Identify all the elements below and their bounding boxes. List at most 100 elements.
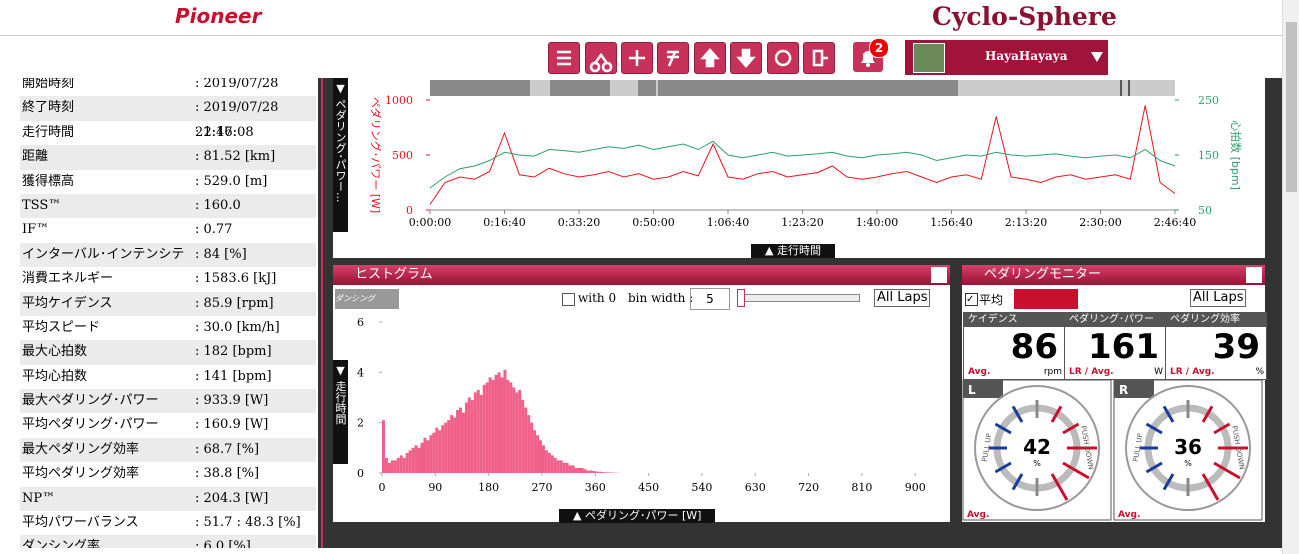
metric-value: 39 [1212,327,1260,367]
tool-button[interactable] [803,42,835,74]
metric-unit: % [1255,367,1264,377]
summary-value: : 204.3 [W] [195,490,269,506]
summary-row: 平均ケイデンス: 85.9 [rpm] [20,291,316,316]
scrollbar[interactable] [1282,0,1299,554]
summary-value: : 141 [bpm] [195,368,272,384]
glyph [629,50,645,66]
summary-label: TSS™ [22,197,62,213]
divider [321,78,323,548]
summary-row: 最大心拍数: 182 [bpm] [20,340,316,365]
summary-value: : 68.7 [%] [195,441,260,457]
bin-width-label: bin width : [628,291,694,305]
bell[interactable]: 2 [853,38,889,72]
tool-icon [774,49,792,67]
close[interactable] [931,267,947,283]
summary-value: : 81.52 [km] [195,149,276,165]
tool-button[interactable] [548,42,580,74]
summary-row: 消費エネルギー: 1583.6 [kJ] [20,267,316,291]
close[interactable] [1246,267,1262,283]
panel-title: ペダリングモニター [962,265,1265,285]
summary-value: : 1583.6 [kJ] [195,271,277,287]
slider[interactable] [738,294,860,302]
glyph [736,48,756,68]
summary-label: 平均ペダリング･パワー [22,417,159,433]
metric-label: ペダリング･パワー [1065,313,1165,327]
avg-label: 平均 [979,293,1004,307]
summary-row: IF™: 0.77 [20,218,316,242]
user-menu[interactable]: HayaHayaya [905,40,1108,75]
summary-value: : 38.8 [%] [195,466,260,482]
tool-button[interactable] [621,42,653,74]
summary-value: : 51.7 : 48.3 [%] [195,515,301,531]
tool-button[interactable] [694,42,726,74]
brand: Pioneer [175,4,262,28]
summary-label: 最大ペダリング･パワー [22,393,159,409]
summary-label: 平均パワーバランス [22,515,139,531]
summary-label: インターバル･インテンシテ [22,246,185,262]
summary-value: : 6.0 [%] [195,539,251,548]
panel-title: ヒストグラム [333,265,950,285]
summary-label: 最大ペダリング効率 [22,441,140,457]
summary-row: 平均パワーバランス : 51.7 : 48.3 [%] [20,511,316,535]
summary-row: 距離: 81.52 [km] [20,145,316,170]
laps-select[interactable]: All Laps [1190,289,1247,307]
summary-row: ダンシング率: 6.0 [%] [20,535,316,548]
summary-value: : 160.0 [195,197,241,213]
dancing-icon[interactable] [1014,289,1078,309]
summary-value: : 182 [bpm] [195,344,272,360]
summary-row: 平均ペダリング効率 : 38.8 [%] [20,462,316,486]
summary-value: : 2:46:08 [195,124,254,140]
dancing-icon[interactable]: ダンシング [335,289,399,309]
slider-thumb[interactable] [737,289,745,307]
tool-button[interactable] [657,42,689,74]
summary-label: 平均ペダリング効率 [22,466,140,482]
product: Cyclo-Sphere [932,2,1117,31]
y-tab[interactable]: ▼ ペダリング･パワー... [333,78,348,232]
histogram-panel: ヒストグラム ダンシング with 0 bin width : 5 All La… [333,265,950,523]
summary-label: 平均心拍数 [22,368,88,384]
metric-unit: rpm [1043,367,1062,377]
summary-label: 平均スピード [22,319,101,335]
tool-icon [736,48,756,68]
summary-label: 終了時刻 [22,100,75,116]
caret [1091,52,1103,62]
avatar [913,43,945,73]
x-tab[interactable]: ▲ ペダリング･パワー [W] [559,509,716,523]
tool-icon [812,49,828,67]
tool-button[interactable] [767,42,799,74]
summary-row: 終了時刻: 2019/07/28 21:17: [20,96,316,140]
monitor-panel: ペダリングモニター ✓ 平均 All Laps ケイデンス 86 Avg. rpm ペダ… [962,265,1267,522]
summary-row: NP™: 204.3 [W] [20,486,316,512]
glyph [812,49,828,67]
time-panel: ▼ ペダリング･パワー... ▲ 走行時間 [333,78,1265,258]
summary-row: 平均ペダリング･パワー : 160.9 [W] [20,413,316,437]
glyph [589,52,613,73]
scroll-thumb[interactable] [1286,22,1297,192]
tool-button[interactable] [585,42,617,74]
glyph [557,50,571,66]
badge: 2 [869,38,889,58]
glyph [667,50,679,67]
y-tab[interactable]: ▼ 走行時間 [333,360,348,464]
x-tab[interactable]: ▲ 走行時間 [751,244,835,258]
bin-width-input[interactable]: 5 [690,288,730,310]
with0-checkbox[interactable] [562,293,575,306]
glyph [774,49,792,67]
tool-icon [667,50,679,67]
avg-checkbox[interactable]: ✓ [965,293,978,306]
laps-select[interactable]: All Laps [874,289,931,307]
tool-button[interactable] [730,42,762,74]
metric-avg: LR / Avg. [1170,367,1215,377]
tool-icon [557,50,571,66]
summary-row: 平均心拍数 : 141 [bpm] [20,365,316,389]
username: HayaHayaya [985,49,1068,63]
summary-value: : 160.9 [W] [195,417,269,433]
summary-value: : 84 [%] [195,246,247,262]
tool-icon [629,50,645,66]
metric-avg: LR / Avg. [1069,367,1114,377]
tool-icon [589,52,613,73]
metric-label: ケイデンス [964,313,1064,327]
summary-row: 平均スピード: 30.0 [km/h] [20,316,316,340]
metric-value: 86 [1010,327,1058,367]
